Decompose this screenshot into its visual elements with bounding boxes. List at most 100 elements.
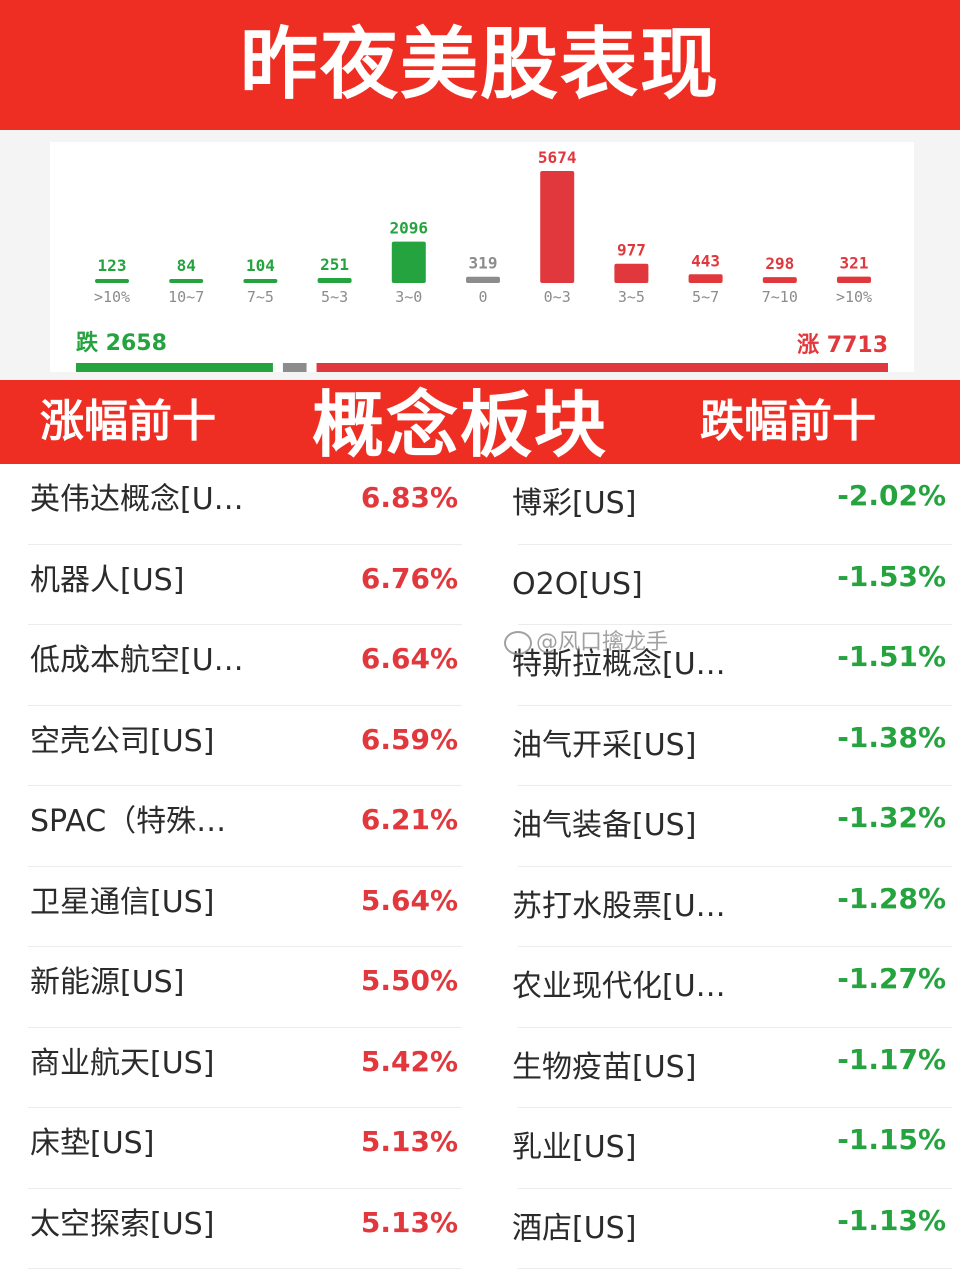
sector-change: 5.50% [360, 964, 458, 997]
list-item[interactable]: 生物疫苗[US] -1.17% [490, 1028, 960, 1109]
sector-name: SPAC（特殊… [30, 804, 227, 839]
flat-proportion-bar [282, 363, 307, 372]
sector-name: 空壳公司[US] [30, 723, 215, 759]
list-item[interactable]: 农业现代化[U… -1.27% [490, 947, 960, 1028]
bar [391, 241, 426, 283]
sector-name: 油气开采[US] [512, 727, 697, 763]
sector-name: 酒店[US] [512, 1210, 637, 1246]
sector-name: 农业现代化[U… [512, 969, 726, 1004]
list-item[interactable]: SPAC（特殊… 6.21% [0, 786, 470, 867]
list-item[interactable]: 卫星通信[US] 5.64% [0, 867, 470, 948]
sector-change: 6.83% [360, 481, 458, 514]
bar [243, 279, 278, 283]
sector-name: 商业航天[US] [30, 1045, 215, 1081]
x-tick-label: 3~5 [618, 288, 645, 306]
list-item[interactable]: 空壳公司[US] 6.59% [0, 706, 470, 787]
bar-value-label: 977 [617, 241, 646, 260]
section-banner: 涨幅前十 概念板块 跌幅前十 [0, 380, 960, 467]
x-tick-label: 5~7 [692, 288, 719, 306]
bar-value-label: 298 [765, 254, 794, 273]
fall-total-label: 跌 2658 [76, 331, 167, 356]
bar-value-label: 5674 [538, 148, 577, 167]
distribution-chart: 123 >10% 84 10~7 104 7~5 251 5~3 2096 3~0 319 0 5674… [76, 148, 888, 372]
sector-name: 生物疫苗[US] [512, 1049, 697, 1085]
page-title: 昨夜美股表现 [239, 20, 720, 110]
sector-change: -1.27% [837, 962, 946, 995]
list-item[interactable]: 特斯拉概念[U… -1.51% [490, 625, 960, 706]
sector-change: -1.51% [837, 640, 946, 673]
x-tick-label: >10% [836, 288, 872, 306]
sector-name: 低成本航空[U… [30, 643, 244, 678]
bar [169, 279, 204, 283]
bar [688, 274, 723, 283]
bar [95, 279, 129, 283]
x-tick-label: 7~10 [762, 288, 798, 306]
sector-lists: 英伟达概念[U… 6.83% 机器人[US] 6.76% 低成本航空[U… 6.64%… [0, 464, 960, 1279]
fall-proportion-bar [76, 363, 273, 372]
bar-value-label: 84 [177, 256, 196, 275]
sector-name: 新能源[US] [30, 965, 185, 1000]
sector-change: 5.42% [360, 1044, 458, 1078]
list-item[interactable]: 苏打水股票[U… -1.28% [490, 867, 960, 948]
list-item[interactable]: 油气开采[US] -1.38% [490, 706, 960, 787]
sector-change: 6.76% [360, 561, 458, 595]
sector-name: 太空探索[US] [30, 1206, 215, 1242]
bar [466, 276, 500, 283]
list-item[interactable]: 英伟达概念[U… 6.83% [0, 464, 470, 545]
chart-panel: 123 >10% 84 10~7 104 7~5 251 5~3 2096 3~0 319 0 5674… [0, 130, 960, 380]
list-item[interactable]: 乳业[US] -1.15% [490, 1108, 960, 1189]
x-tick-label: >10% [94, 288, 130, 306]
sector-change: 6.64% [360, 642, 458, 675]
bar-value-label: 104 [246, 256, 275, 275]
sector-change: 6.59% [360, 722, 458, 756]
list-item[interactable]: 油气装备[US] -1.32% [490, 786, 960, 867]
sector-name: 博彩[US] [512, 486, 637, 521]
list-item[interactable]: 床垫[US] 5.13% [0, 1108, 470, 1189]
bar [837, 276, 871, 283]
x-tick-label: 5~3 [321, 288, 348, 306]
rise-total-label: 涨 7713 [797, 333, 888, 358]
list-item[interactable]: O2O[US] -1.53% [490, 545, 960, 626]
watermark-text: @风口擒龙手 [536, 630, 669, 655]
sector-change: -1.17% [837, 1042, 946, 1076]
x-tick-label: 0 [478, 288, 487, 306]
bar-value-label: 251 [320, 255, 349, 274]
list-item[interactable]: 酒店[US] -1.13% [490, 1189, 960, 1270]
sector-name: 苏打水股票[U… [512, 888, 726, 924]
x-tick-label: 3~0 [395, 288, 422, 306]
sector-change: -1.38% [837, 720, 946, 754]
sector-change: -1.32% [837, 801, 946, 834]
sector-name: 英伟达概念[U… [30, 482, 244, 517]
sector-change: -1.28% [837, 881, 946, 915]
list-item[interactable]: 新能源[US] 5.50% [0, 947, 470, 1028]
sector-change: -1.13% [837, 1203, 946, 1237]
list-item[interactable]: 博彩[US] -2.02% [490, 464, 960, 545]
sector-change: -1.15% [837, 1123, 946, 1156]
bar [762, 277, 797, 283]
losers-heading: 跌幅前十 [700, 396, 876, 447]
list-item[interactable]: 太空探索[US] 5.13% [0, 1189, 470, 1270]
sector-name: 特斯拉概念[U… [512, 647, 726, 682]
bar-value-label: 443 [691, 251, 720, 270]
bar [540, 171, 575, 283]
title-banner: 昨夜美股表现 [0, 0, 960, 130]
sector-name: O2O[US] [512, 566, 643, 602]
list-item[interactable]: 低成本航空[U… 6.64% [0, 625, 470, 706]
sector-change: 5.64% [360, 883, 458, 917]
gainers-heading: 涨幅前十 [40, 396, 216, 447]
sector-change: 5.13% [360, 1205, 458, 1239]
bar-value-label: 321 [840, 254, 869, 273]
sector-name: 乳业[US] [512, 1130, 637, 1165]
x-tick-label: 0~3 [544, 288, 571, 306]
bar [317, 278, 352, 283]
sector-change: -1.53% [837, 559, 946, 593]
list-item[interactable]: 机器人[US] 6.76% [0, 545, 470, 626]
rise-proportion-bar [316, 363, 888, 372]
sector-name: 机器人[US] [30, 562, 185, 598]
weibo-icon [504, 631, 532, 655]
sector-change: -2.02% [837, 479, 946, 512]
x-tick-label: 7~5 [247, 288, 274, 306]
list-item[interactable]: 商业航天[US] 5.42% [0, 1028, 470, 1109]
losers-list: 博彩[US] -2.02% O2O[US] -1.53% 特斯拉概念[U… -1.51… [490, 464, 960, 1269]
concept-sector-heading: 概念板块 [311, 383, 608, 467]
